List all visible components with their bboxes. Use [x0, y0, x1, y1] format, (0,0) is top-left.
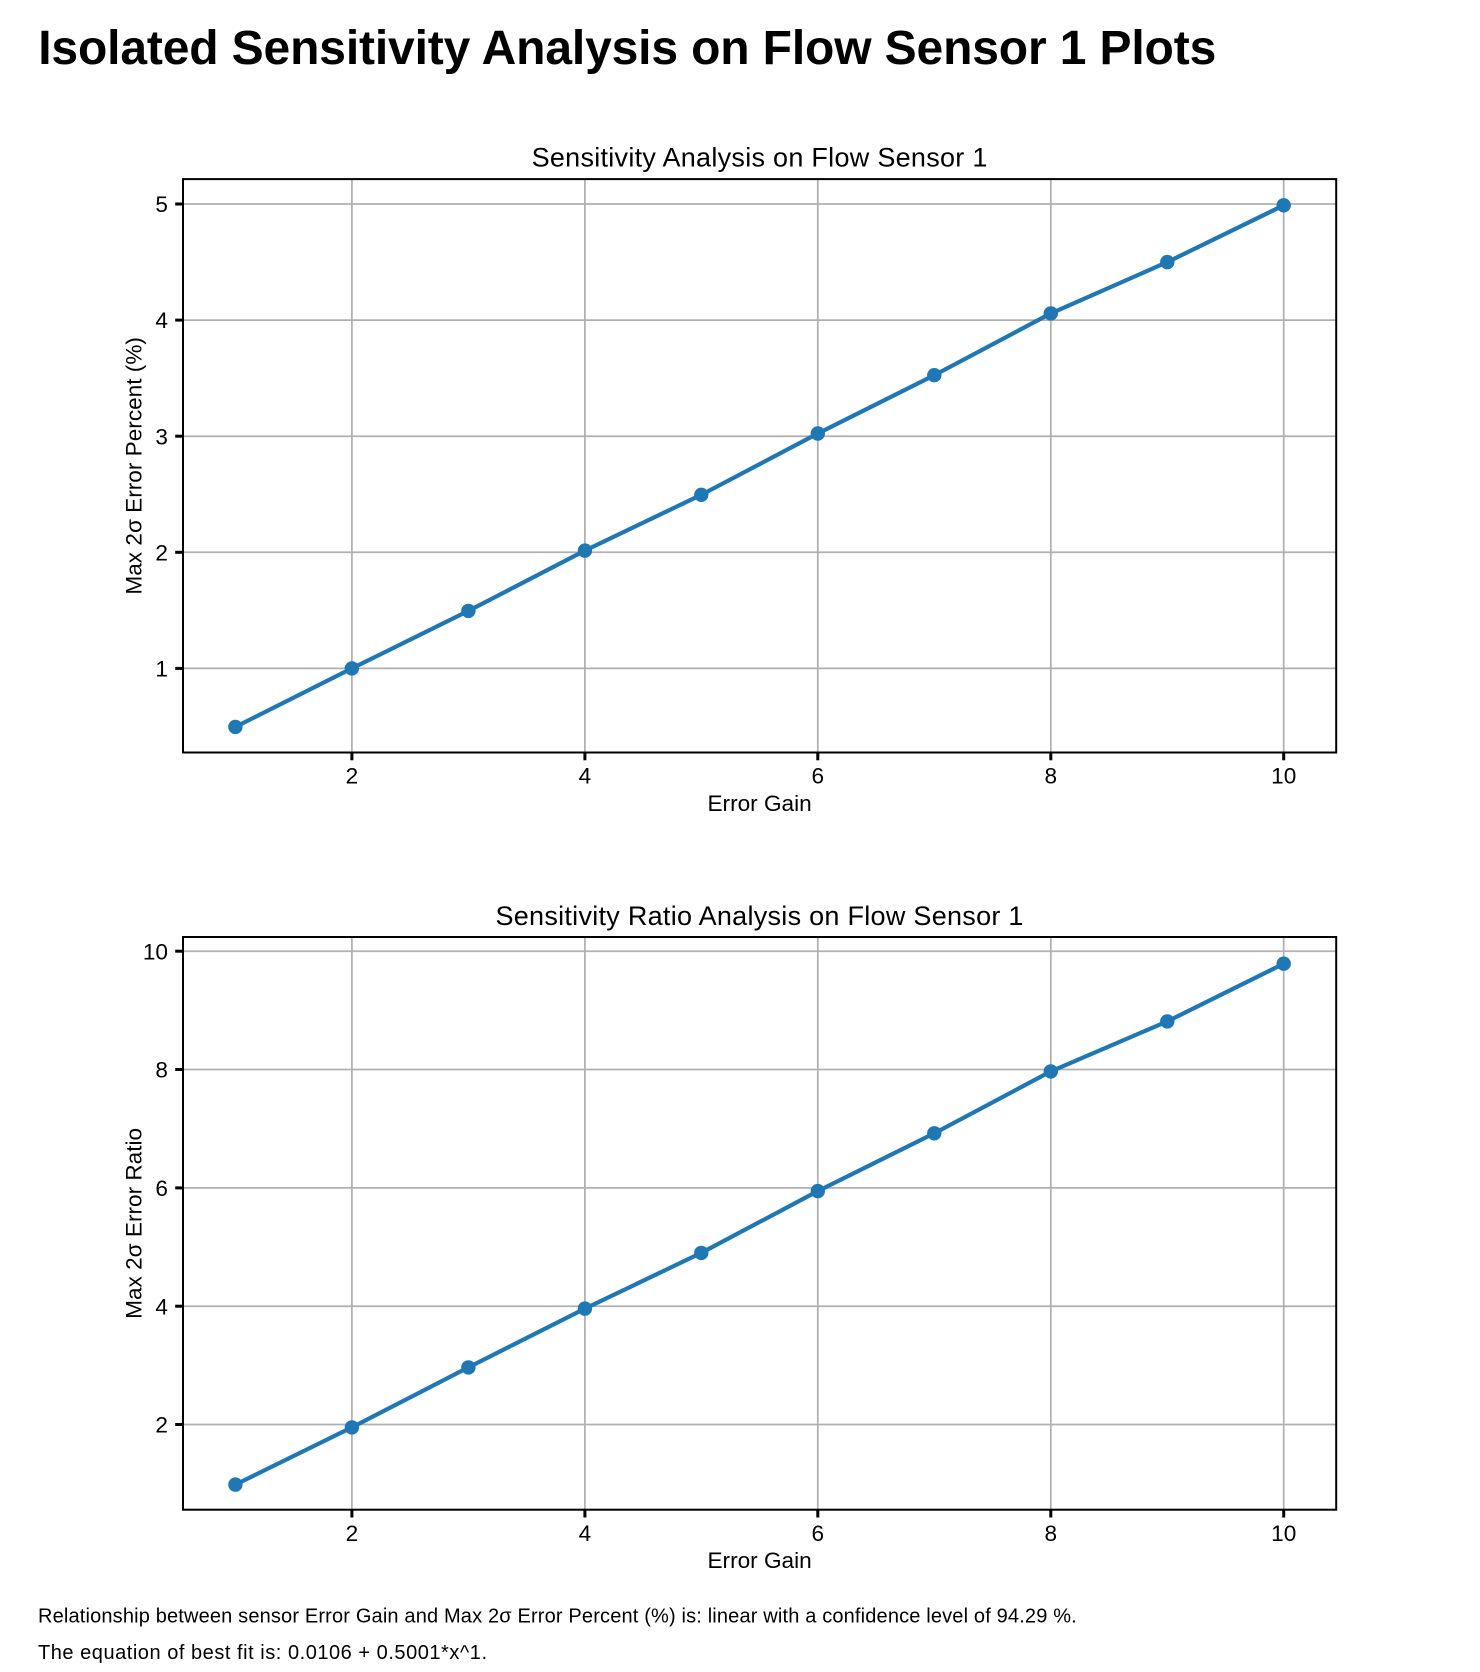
svg-text:4: 4 — [155, 1294, 168, 1319]
svg-text:6: 6 — [812, 1521, 825, 1546]
svg-text:Error Gain: Error Gain — [707, 1548, 811, 1573]
svg-text:8: 8 — [155, 1058, 168, 1083]
svg-text:3: 3 — [155, 424, 168, 449]
svg-text:10: 10 — [1271, 763, 1296, 788]
svg-text:2: 2 — [155, 1413, 168, 1438]
svg-text:2: 2 — [346, 1521, 359, 1546]
svg-text:Error Gain: Error Gain — [707, 791, 811, 816]
svg-text:Sensitivity Analysis on Flow S: Sensitivity Analysis on Flow Sensor 1 — [532, 142, 988, 172]
svg-text:6: 6 — [812, 763, 825, 788]
svg-text:8: 8 — [1045, 1521, 1058, 1546]
svg-text:10: 10 — [143, 939, 168, 964]
svg-text:Max 2σ Error Percent (%): Max 2σ Error Percent (%) — [122, 337, 147, 595]
svg-text:The equation of best fit is: 0: The equation of best fit is: 0.0106 + 0.… — [38, 1642, 488, 1664]
svg-text:1: 1 — [155, 657, 168, 682]
svg-text:Sensitivity Ratio Analysis on: Sensitivity Ratio Analysis on Flow Senso… — [495, 901, 1023, 931]
svg-text:4: 4 — [155, 308, 168, 333]
svg-text:2: 2 — [346, 763, 359, 788]
svg-text:Max 2σ Error Ratio: Max 2σ Error Ratio — [122, 1128, 147, 1319]
svg-text:Isolated Sensitivity Analysis: Isolated Sensitivity Analysis on Flow Se… — [38, 22, 1216, 75]
svg-text:4: 4 — [579, 1521, 592, 1546]
svg-text:5: 5 — [155, 192, 168, 217]
svg-text:6: 6 — [155, 1176, 168, 1201]
svg-text:8: 8 — [1045, 763, 1058, 788]
svg-text:Relationship between sensor Er: Relationship between sensor Error Gain a… — [38, 1605, 1077, 1627]
svg-text:4: 4 — [579, 763, 592, 788]
svg-text:10: 10 — [1271, 1521, 1296, 1546]
svg-text:2: 2 — [155, 540, 168, 565]
